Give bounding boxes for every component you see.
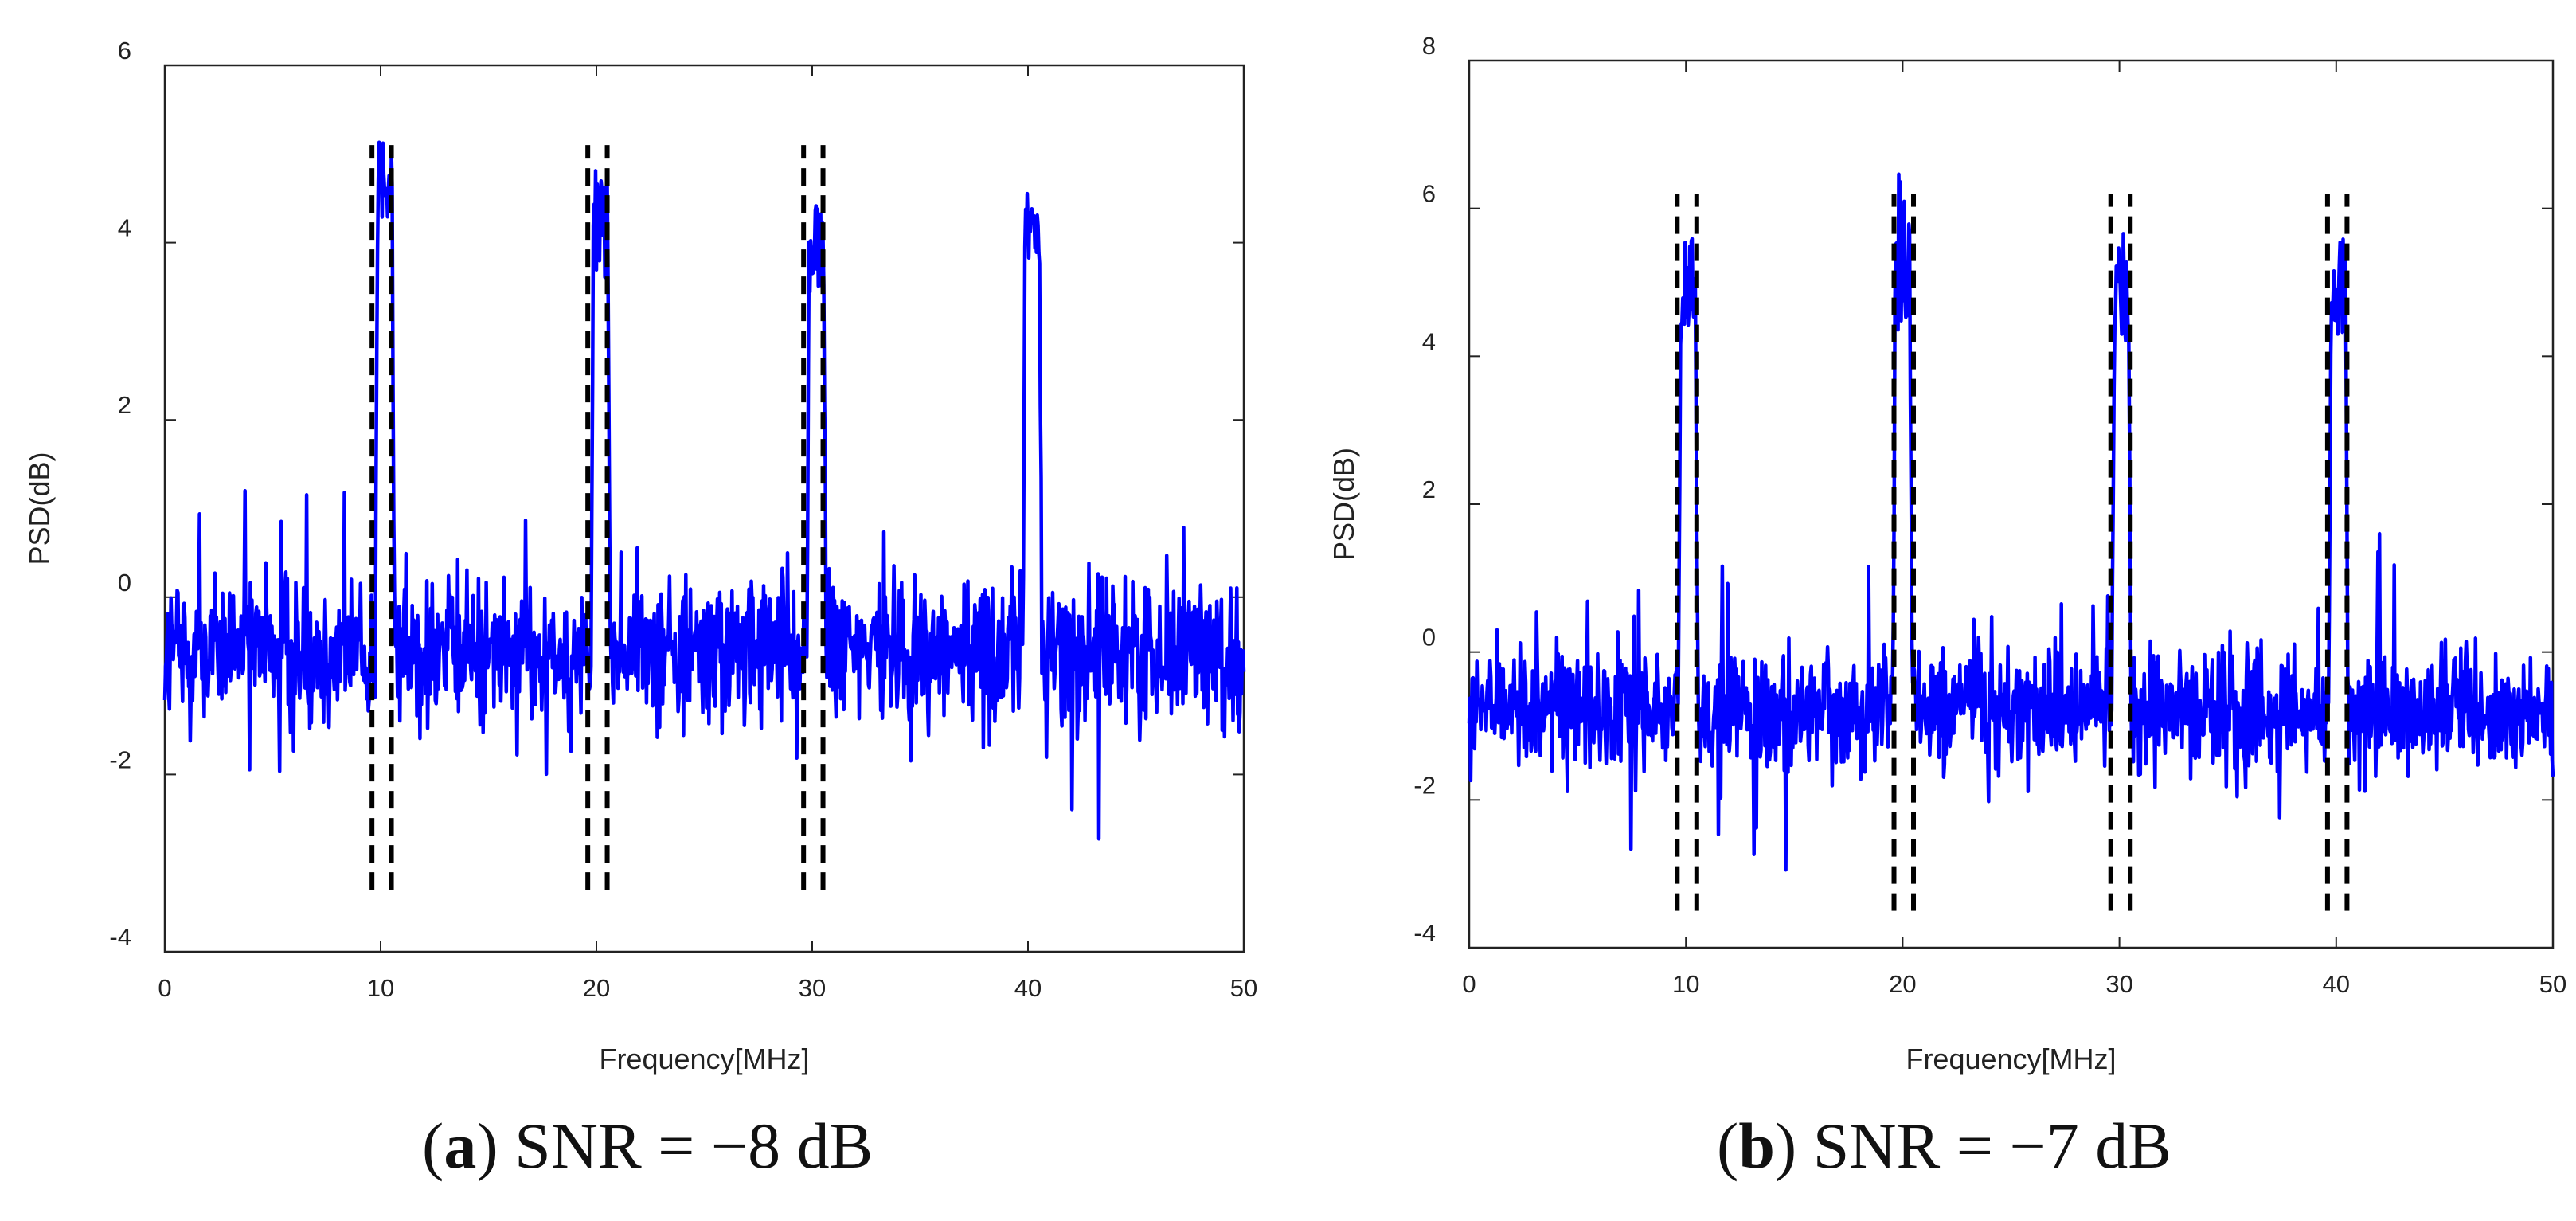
y-tick-label: -4: [1413, 919, 1436, 947]
x-tick-label: 30: [799, 974, 826, 1002]
caption-b-text: SNR = −7 dB: [1812, 1109, 2171, 1182]
x-tick-label: 50: [2539, 970, 2566, 998]
caption-a-text: SNR = −8 dB: [514, 1109, 874, 1182]
x-tick-label: 50: [1230, 974, 1257, 1002]
y-tick-label: 6: [118, 37, 131, 65]
x-tick-label: 40: [2323, 970, 2350, 998]
y-tick-label: 2: [118, 391, 131, 419]
caption-b: (b) SNR = −7 dB: [1717, 1109, 2171, 1182]
y-tick-label: -4: [109, 923, 131, 951]
y-tick-label: 0: [1422, 624, 1436, 652]
x-tick-label: 40: [1014, 974, 1042, 1002]
x-tick-label: 0: [1462, 970, 1476, 998]
y-axis-label: PSD(dB): [23, 452, 56, 565]
y-tick-label: 6: [1422, 180, 1436, 208]
x-axis-label: Frequency[MHz]: [599, 1043, 809, 1075]
x-axis-label: Frequency[MHz]: [1906, 1043, 2116, 1075]
x-tick-label: 20: [583, 974, 610, 1002]
y-tick-label: -2: [1413, 771, 1436, 799]
x-tick-label: 0: [158, 974, 171, 1002]
psd-series-line: [1467, 172, 2555, 872]
y-tick-label: 2: [1422, 475, 1436, 503]
caption-a-letter: a: [444, 1109, 477, 1182]
y-tick-label: -2: [109, 746, 131, 773]
chart-panel-a: 0 10 20 30 40 50 -4 -2 0 2 4 6 Frequency[MHz] PSD(dB): [23, 37, 1257, 1075]
y-axis-label: PSD(dB): [1327, 448, 1360, 561]
x-tick-label: 10: [1672, 970, 1699, 998]
y-tick-label: 8: [1422, 32, 1436, 60]
y-tick-label: 0: [118, 569, 131, 597]
plot-frame: [163, 64, 1245, 953]
chart-panel-b: 0 10 20 30 40 50 -4 -2 0 2 4 6 8 Frequency[MHz] PSD(dB…: [1327, 32, 2566, 1075]
x-tick-label: 20: [1889, 970, 1916, 998]
x-tick-label: 30: [2105, 970, 2132, 998]
caption-b-letter: b: [1738, 1109, 1775, 1182]
y-tick-label: 4: [118, 214, 131, 242]
caption-a: (a) SNR = −8 dB: [422, 1109, 874, 1182]
y-tick-label: 4: [1422, 327, 1436, 355]
x-tick-label: 10: [367, 974, 394, 1002]
psd-series-line: [162, 140, 1246, 841]
